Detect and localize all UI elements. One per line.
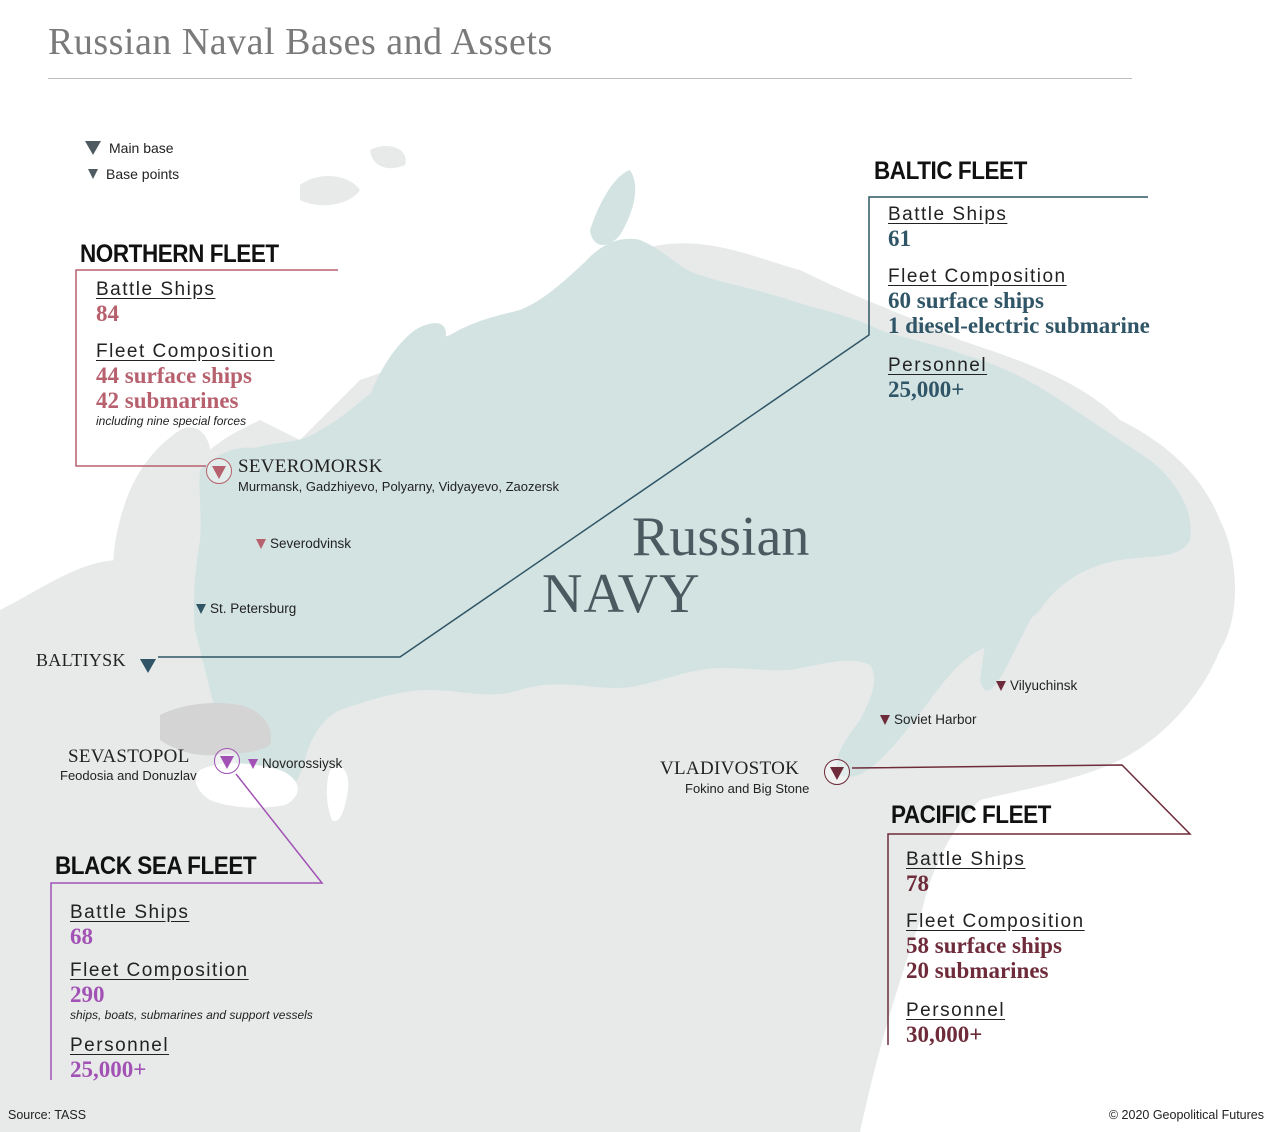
baltic-battle-ships-label: Battle Ships [888,204,1008,225]
pacific-personnel-value: 30,000+ [906,1022,983,1047]
baltic-battle-ships-value: 61 [888,226,911,251]
soviet-harbor-icon [880,714,890,725]
center-label-navy: NAVY [542,563,701,625]
baltic-composition-line2: 1 diesel-electric submarine [888,313,1150,338]
pacific-battle-ships-value: 78 [906,871,929,896]
sevastopol-sub-label: Feodosia and Donuzlav [60,768,197,783]
northern-fleet-title: NORTHERN FLEET [80,240,279,268]
pacific-fleet-title: PACIFIC FLEET [891,801,1051,829]
black-sea-personnel-label: Personnel [70,1035,170,1056]
severodvinsk-label: Severodvinsk [270,536,352,551]
scandinavia [113,427,211,613]
black-sea-fleet-connector [50,773,324,1080]
baltic-personnel-label: Personnel [888,355,988,376]
pacific-battle-ships-label: Battle Ships [906,849,1026,870]
st-petersburg-label: St. Petersburg [210,601,297,616]
black-sea-personnel-value: 25,000+ [70,1057,147,1082]
black-sea-fleet-title: BLACK SEA FLEET [55,852,257,880]
northern-composition-line1: 44 surface ships [96,363,252,388]
vladivostok-label: VLADIVOSTOK [660,758,800,779]
northern-fleet-connector [75,269,338,467]
severodvinsk-icon [256,538,266,549]
baltic-composition-line1: 60 surface ships [888,288,1044,313]
novaya-zemlya [370,323,446,415]
soviet-harbor-label: Soviet Harbor [894,712,977,727]
vilyuchinsk-point: Vilyuchinsk [996,678,1077,693]
baltic-personnel-value: 25,000+ [888,377,965,402]
vilyuchinsk-label: Vilyuchinsk [1010,678,1078,693]
sakhalin [889,636,907,741]
source-note: Source: TASS [8,1108,87,1122]
caspian-sea [326,766,349,821]
black-sea-composition-value: 290 [70,982,105,1007]
northern-composition-label: Fleet Composition [96,341,275,362]
st-petersburg-icon [196,603,206,614]
soviet-harbor-point: Soviet Harbor [880,712,977,727]
pacific-composition-line1: 58 surface ships [906,933,1062,958]
severomorsk-label: SEVEROMORSK [238,456,383,477]
baltic-composition-label: Fleet Composition [888,266,1067,287]
arctic-island [300,175,360,206]
legend-base-points: Base points [85,166,179,182]
vilyuchinsk-icon [996,680,1006,691]
legend-main-base: Main base [85,140,174,156]
black-sea-note: ships, boats, submarines and support ves… [70,1008,313,1022]
severomorsk-main-base-icon [206,458,232,484]
novorossiysk-label: Novorossiysk [262,756,343,771]
novorossiysk-point: Novorossiysk [248,756,342,771]
st-petersburg-point: St. Petersburg [196,601,296,616]
black-sea-battle-ships-value: 68 [70,924,93,949]
baltiysk-main-base-icon [140,659,156,673]
center-label-russian: Russian [632,506,810,568]
title-divider [48,78,1132,79]
kamchatka [980,543,1050,691]
pacific-composition-label: Fleet Composition [906,911,1085,932]
northern-battle-ships-label: Battle Ships [96,279,216,300]
vladivostok-sub-label: Fokino and Big Stone [685,781,810,796]
sevastopol-label: SEVASTOPOL [68,746,190,767]
black-sea [195,763,298,808]
legend-base-points-label: Base points [106,166,180,182]
black-sea-battle-ships-label: Battle Ships [70,902,190,923]
severomorsk-sub-label: Murmansk, Gadzhiyevo, Polyarny, Vidyayev… [238,479,560,494]
pacific-composition-line2: 20 submarines [906,958,1049,983]
arctic-island [370,145,406,169]
black-sea-composition-label: Fleet Composition [70,960,249,981]
northern-composition-line2: 42 submarines [96,388,239,413]
base-point-icon [88,169,98,179]
page-title: Russian Naval Bases and Assets [48,21,553,63]
ukraine-territory [160,703,271,756]
baltiysk-label: BALTIYSK [36,650,126,670]
sevastopol-main-base-icon [214,748,240,774]
baltic-fleet-title: BALTIC FLEET [874,157,1027,185]
main-base-icon [85,141,101,155]
copyright-note: © 2020 Geopolitical Futures [1108,1108,1264,1122]
northern-note: including nine special forces [96,414,247,428]
northern-battle-ships-value: 84 [96,301,119,326]
novorossiysk-icon [248,758,258,769]
vladivostok-main-base-icon [824,759,850,785]
legend-main-base-label: Main base [109,140,174,156]
baltic-fleet-connector [158,196,1148,658]
severodvinsk-point: Severodvinsk [256,536,351,551]
pacific-fleet-connector [851,764,1192,1045]
pacific-personnel-label: Personnel [906,1000,1006,1021]
arctic-archipelago [590,170,636,246]
russia-territory [193,238,1191,795]
